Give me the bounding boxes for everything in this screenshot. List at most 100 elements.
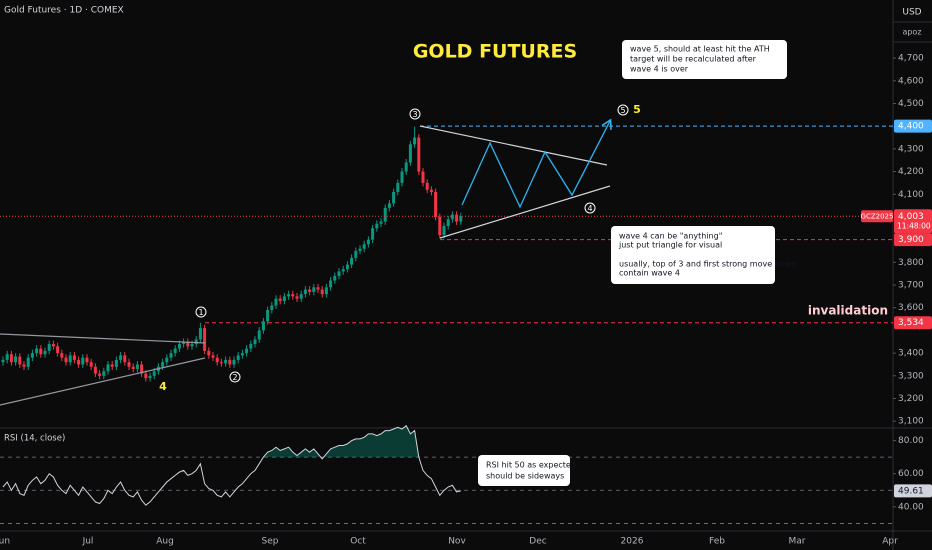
candle-body bbox=[35, 348, 39, 354]
y-tick-label: 4,100 bbox=[898, 190, 924, 200]
candle-body bbox=[198, 328, 202, 340]
candle-body bbox=[270, 305, 274, 310]
candle-body bbox=[177, 344, 181, 349]
wave-label: 3 bbox=[412, 110, 417, 119]
candle-body bbox=[329, 280, 333, 288]
candle-body bbox=[14, 356, 18, 363]
candle-body bbox=[392, 191, 396, 204]
wave-labels: 1 2 3 4 5 4 5 bbox=[159, 103, 641, 393]
candle-body bbox=[287, 294, 291, 297]
candle-body bbox=[123, 355, 127, 363]
wave-label: 5 bbox=[633, 103, 641, 116]
x-tick-label: Nov bbox=[448, 537, 466, 547]
wave-circle bbox=[195, 306, 207, 318]
candle-body bbox=[358, 248, 362, 251]
symbol-label: GCZ2025 bbox=[861, 212, 894, 220]
candle-body bbox=[354, 250, 358, 258]
wave-circle bbox=[229, 371, 241, 383]
x-tick-label: Feb bbox=[709, 537, 725, 547]
candle-body bbox=[450, 214, 454, 220]
x-tick-label: Sep bbox=[262, 537, 279, 547]
candle-body bbox=[18, 356, 22, 365]
level-label-box bbox=[894, 119, 932, 133]
rsi-overbought-fill bbox=[263, 425, 419, 458]
candle-body bbox=[173, 348, 177, 354]
callout: RSI hit 50 as expected should be sideway… bbox=[478, 455, 576, 486]
candle-body bbox=[337, 271, 341, 276]
callout-text: contain wave 4 bbox=[619, 269, 680, 278]
candle-body bbox=[43, 350, 47, 355]
candle-body bbox=[375, 223, 379, 229]
y-tick-label: 3,700 bbox=[898, 281, 924, 291]
candle-body bbox=[203, 328, 207, 351]
invalidation-label: invalidation bbox=[808, 304, 888, 318]
candle-body bbox=[274, 298, 278, 306]
x-tick-label: Aug bbox=[156, 537, 174, 547]
currency[interactable]: USD bbox=[902, 8, 921, 18]
candle-body bbox=[266, 309, 270, 322]
callout-text: RSI hit 50 as expected bbox=[486, 461, 576, 470]
candle-body bbox=[89, 362, 93, 367]
user: apoz bbox=[902, 28, 921, 37]
y-tick-label: 80.00 bbox=[898, 436, 924, 446]
candle-body bbox=[341, 269, 345, 272]
wave-circle bbox=[617, 104, 629, 116]
candle-body bbox=[299, 294, 303, 299]
candle-body bbox=[396, 182, 400, 192]
triangle-line bbox=[439, 185, 611, 239]
candle-body bbox=[81, 357, 85, 365]
trendline bbox=[0, 357, 206, 406]
y-tick-label: 4,600 bbox=[898, 76, 924, 86]
candle-body bbox=[1, 359, 5, 363]
wave-label: 5 bbox=[620, 106, 625, 115]
candle-body bbox=[161, 362, 165, 367]
series-layer bbox=[0, 125, 893, 524]
wave-circle bbox=[409, 108, 421, 120]
drawings bbox=[0, 121, 611, 406]
x-tick-label: Jun bbox=[0, 537, 10, 547]
candle-body bbox=[308, 289, 312, 292]
callout-text: should be sideways bbox=[486, 472, 564, 481]
candle-body bbox=[194, 339, 198, 345]
candle-body bbox=[119, 355, 123, 360]
y-tick-label: 3,100 bbox=[898, 417, 924, 427]
candle-body bbox=[320, 289, 324, 295]
callout-text: wave 4 is over bbox=[630, 65, 689, 74]
y-tick-label: 3,800 bbox=[898, 258, 924, 268]
candle-body bbox=[429, 189, 433, 192]
candle-body bbox=[148, 375, 152, 379]
candle-body bbox=[350, 257, 354, 265]
candle-body bbox=[291, 294, 295, 297]
callout-text: just put triangle for visual bbox=[618, 241, 722, 250]
candle-body bbox=[345, 264, 349, 270]
x-tick-label: Oct bbox=[350, 537, 366, 547]
level-label: 3,900 bbox=[898, 235, 924, 245]
y-tick-label: 3,200 bbox=[898, 394, 924, 404]
countdown: 11:48:00 bbox=[897, 221, 931, 230]
triangle-line bbox=[419, 125, 608, 166]
y-tick-label: 3,300 bbox=[898, 371, 924, 381]
level-label: 4,400 bbox=[898, 122, 924, 132]
chart-title: GOLD FUTURES bbox=[413, 41, 577, 63]
last-price-label: 4,003 bbox=[898, 212, 924, 222]
candle-body bbox=[261, 321, 265, 331]
wave-circle bbox=[584, 202, 596, 214]
candle-body bbox=[413, 137, 417, 145]
callout: wave 4 can be "anything" just put triang… bbox=[611, 226, 796, 284]
candle-body bbox=[68, 355, 72, 363]
candle-body bbox=[56, 346, 60, 354]
candle-body bbox=[333, 275, 337, 281]
candle-body bbox=[303, 289, 307, 295]
candle-body bbox=[425, 182, 429, 190]
candle-body bbox=[434, 191, 438, 217]
candle-body bbox=[77, 359, 81, 365]
candle-body bbox=[85, 357, 89, 363]
level-label: 3,534 bbox=[898, 318, 924, 328]
candle-body bbox=[362, 244, 366, 249]
candle-body bbox=[47, 344, 51, 351]
candle-body bbox=[152, 371, 156, 376]
candle-body bbox=[22, 364, 26, 367]
candle-body bbox=[144, 373, 148, 379]
candle-body bbox=[165, 357, 169, 363]
